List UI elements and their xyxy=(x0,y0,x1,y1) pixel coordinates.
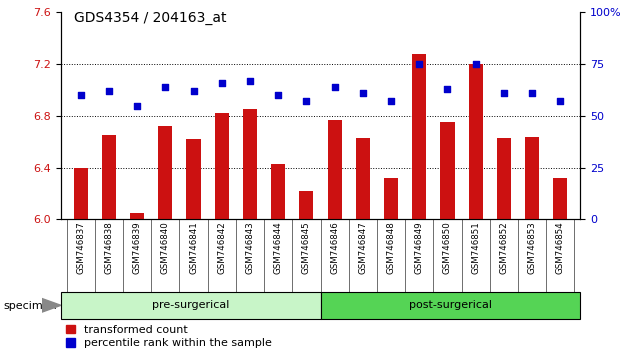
Point xyxy=(188,88,199,94)
Text: GSM746851: GSM746851 xyxy=(471,222,480,274)
Point xyxy=(76,92,86,98)
Text: GSM746837: GSM746837 xyxy=(76,222,85,274)
Bar xyxy=(525,137,539,219)
Bar xyxy=(130,213,144,219)
Point xyxy=(217,80,227,86)
Legend: transformed count, percentile rank within the sample: transformed count, percentile rank withi… xyxy=(67,325,272,348)
Text: GSM746850: GSM746850 xyxy=(443,222,452,274)
Bar xyxy=(320,292,580,319)
Text: GSM746847: GSM746847 xyxy=(358,222,367,274)
Point xyxy=(160,84,171,90)
Bar xyxy=(299,191,313,219)
Point xyxy=(499,90,509,96)
Text: GSM746854: GSM746854 xyxy=(556,222,565,274)
Bar xyxy=(61,292,320,319)
Text: GSM746839: GSM746839 xyxy=(133,222,142,274)
Point xyxy=(470,61,481,67)
Point xyxy=(245,78,255,84)
Bar xyxy=(497,138,511,219)
Text: GSM746838: GSM746838 xyxy=(104,222,113,274)
Text: GSM746845: GSM746845 xyxy=(302,222,311,274)
Text: GSM746853: GSM746853 xyxy=(528,222,537,274)
Point xyxy=(555,99,565,104)
Text: GSM746852: GSM746852 xyxy=(499,222,508,274)
Bar xyxy=(102,135,116,219)
Text: GSM746840: GSM746840 xyxy=(161,222,170,274)
Point xyxy=(414,61,424,67)
Point xyxy=(132,103,142,108)
Bar xyxy=(158,126,172,219)
Bar xyxy=(469,64,483,219)
Bar xyxy=(74,168,88,219)
Text: GSM746841: GSM746841 xyxy=(189,222,198,274)
Bar xyxy=(187,139,201,219)
Point xyxy=(386,99,396,104)
Bar xyxy=(356,138,370,219)
Text: GSM746849: GSM746849 xyxy=(415,222,424,274)
Polygon shape xyxy=(42,298,61,312)
Bar xyxy=(243,109,257,219)
Text: pre-surgerical: pre-surgerical xyxy=(152,300,229,310)
Text: GSM746843: GSM746843 xyxy=(246,222,254,274)
Text: GSM746842: GSM746842 xyxy=(217,222,226,274)
Bar xyxy=(271,164,285,219)
Point xyxy=(442,86,453,92)
Text: GDS4354 / 204163_at: GDS4354 / 204163_at xyxy=(74,11,226,25)
Point xyxy=(527,90,537,96)
Point xyxy=(104,88,114,94)
Bar xyxy=(553,178,567,219)
Bar xyxy=(215,113,229,219)
Text: GSM746844: GSM746844 xyxy=(274,222,283,274)
Point xyxy=(358,90,368,96)
Bar xyxy=(412,54,426,219)
Text: specimen: specimen xyxy=(3,301,57,311)
Point xyxy=(273,92,283,98)
Bar xyxy=(384,178,398,219)
Text: post-surgerical: post-surgerical xyxy=(409,300,492,310)
Point xyxy=(329,84,340,90)
Text: GSM746846: GSM746846 xyxy=(330,222,339,274)
Bar xyxy=(440,122,454,219)
Text: GSM746848: GSM746848 xyxy=(387,222,395,274)
Bar xyxy=(328,120,342,219)
Point xyxy=(301,99,312,104)
